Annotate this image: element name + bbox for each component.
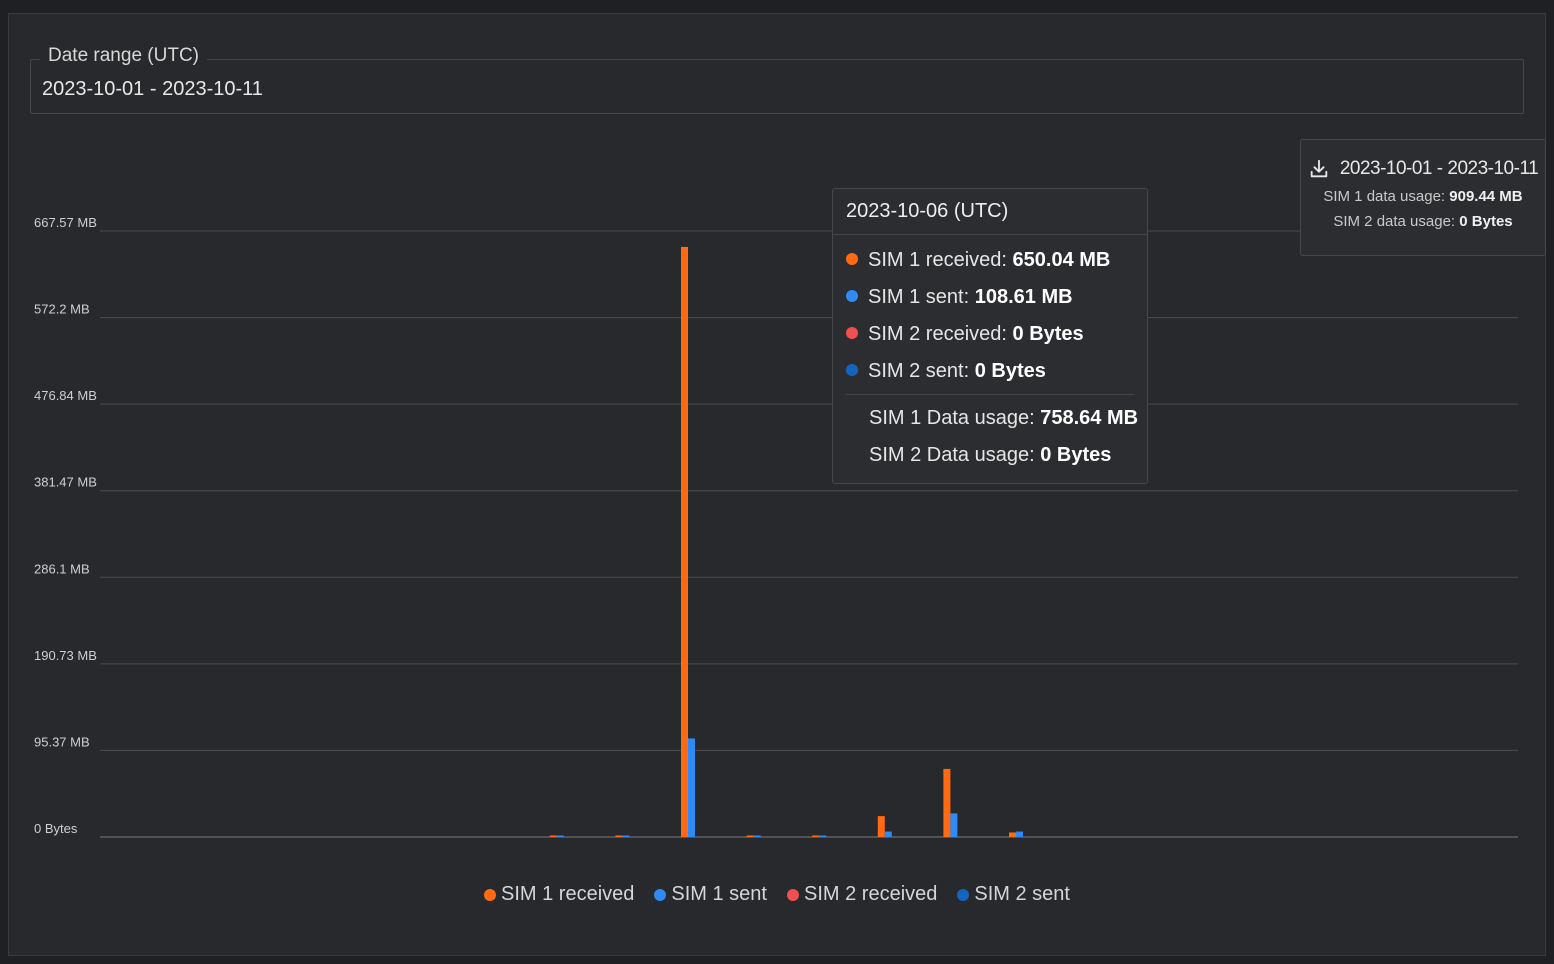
series-dot <box>846 290 858 302</box>
tooltip-title: 2023-10-06 (UTC) <box>846 200 1009 222</box>
tooltip-row: SIM 2 received: 0 Bytes <box>846 323 1084 346</box>
tooltip-usage-sim2: SIM 2 Data usage: 0 Bytes <box>869 444 1112 466</box>
legend-dot <box>654 888 667 901</box>
bar-sim-1-sent-2023-10-09[interactable] <box>884 831 892 837</box>
tooltip-row: SIM 2 sent: 0 Bytes <box>846 360 1046 383</box>
chart-legend: SIM 1 received SIM 1 sent SIM 2 received… <box>0 883 1554 906</box>
bar-sim-1-received-2023-10-11[interactable] <box>1009 832 1016 837</box>
legend-dot <box>787 888 799 901</box>
bar-sim-1-sent-2023-10-11[interactable] <box>1016 831 1023 837</box>
tooltip-row: SIM 1 sent: 108.61 MB <box>846 286 1073 309</box>
y-tick-label: 381.47 MB <box>34 475 97 490</box>
y-tick-label: 0 Bytes <box>34 821 78 836</box>
bar-sim-1-received-2023-10-09[interactable] <box>877 816 885 837</box>
bar-sim-1-received-2023-10-06[interactable] <box>681 246 688 837</box>
y-tick-label: 476.84 MB <box>34 388 97 403</box>
bar-sim-1-sent-2023-10-07[interactable] <box>753 835 761 838</box>
download-icon[interactable] <box>1308 158 1330 180</box>
y-tick-label: 572.2 MB <box>34 302 90 317</box>
legend-item-sim1-received[interactable]: SIM 1 received <box>484 883 634 906</box>
y-tick-label: 286.1 MB <box>34 561 90 576</box>
date-range-input[interactable] <box>30 59 1524 114</box>
y-tick-label: 190.73 MB <box>34 648 97 663</box>
bar-sim-1-sent-2023-10-05[interactable] <box>622 835 630 838</box>
series-dot <box>846 364 858 376</box>
tooltip-usage-sim1: SIM 1 Data usage: 758.64 MB <box>869 407 1139 429</box>
bar-sim-1-received-2023-10-08[interactable] <box>812 835 820 838</box>
legend-item-sim1-sent[interactable]: SIM 1 sent <box>654 883 767 906</box>
series-dot <box>846 327 858 339</box>
bar-sim-1-received-2023-10-04[interactable] <box>549 835 557 838</box>
tooltip-divider <box>833 234 1147 235</box>
chart-tooltip: 2023-10-06 (UTC) SIM 1 received: 650.04 … <box>832 188 1148 484</box>
summary-sim2: SIM 2 data usage: 0 Bytes <box>1333 213 1513 230</box>
date-range-value[interactable]: 2023-10-01 - 2023-10-11 <box>42 78 263 100</box>
legend-dot <box>484 888 496 901</box>
series-dot <box>846 253 858 265</box>
summary-sim1: SIM 1 data usage: 909.44 MB <box>1323 188 1523 205</box>
date-range-label: Date range (UTC) <box>40 45 207 67</box>
tooltip-row: SIM 1 received: 650.04 MB <box>846 249 1110 272</box>
chart-panel <box>8 13 1546 956</box>
legend-item-sim2-received[interactable]: SIM 2 received <box>787 883 937 906</box>
y-tick-label: 95.37 MB <box>34 734 90 749</box>
legend-item-sim2-sent[interactable]: SIM 2 sent <box>957 883 1070 906</box>
bar-sim-1-sent-2023-10-04[interactable] <box>556 835 564 838</box>
summary-box: 2023-10-01 - 2023-10-11 SIM 1 data usage… <box>1300 139 1546 256</box>
bar-sim-1-sent-2023-10-10[interactable] <box>950 813 958 837</box>
y-tick-label: 667.57 MB <box>34 215 97 230</box>
bar-sim-1-received-2023-10-10[interactable] <box>943 768 951 837</box>
legend-dot <box>957 888 970 901</box>
bar-sim-1-received-2023-10-05[interactable] <box>615 835 623 838</box>
bar-sim-1-sent-2023-10-06[interactable] <box>688 738 695 837</box>
bar-sim-1-received-2023-10-07[interactable] <box>746 835 754 838</box>
tooltip-divider <box>846 394 1134 395</box>
bar-sim-1-sent-2023-10-08[interactable] <box>819 835 827 838</box>
summary-range: 2023-10-01 - 2023-10-11 <box>1339 158 1539 179</box>
